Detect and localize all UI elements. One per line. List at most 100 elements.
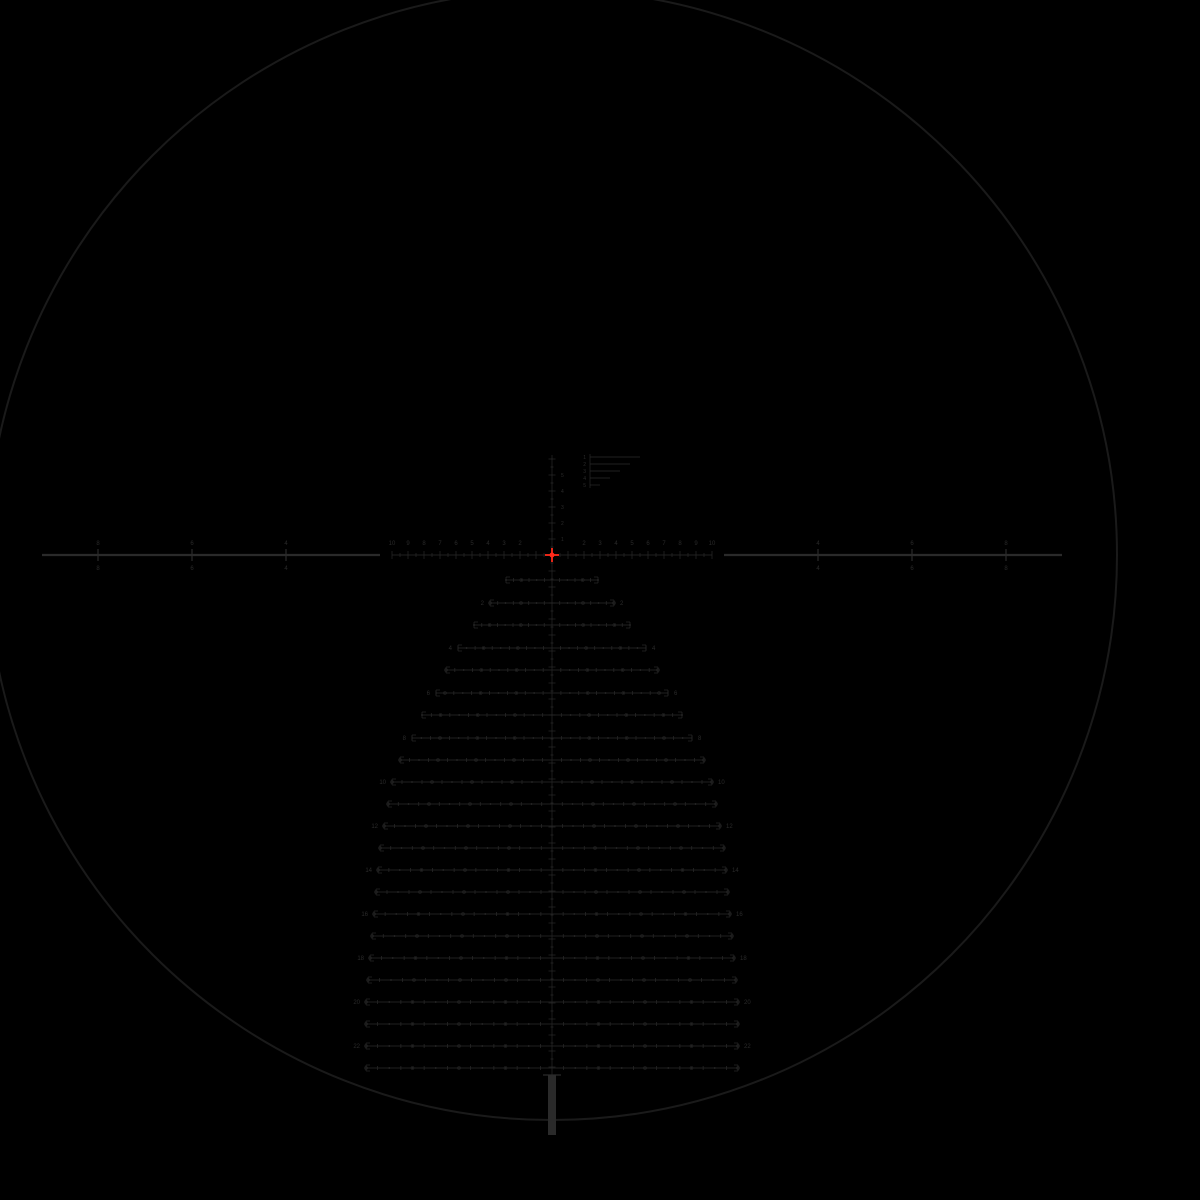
wind-dot <box>536 602 538 604</box>
wind-dot <box>681 714 683 716</box>
wind-dot <box>644 1023 646 1025</box>
wind-dot <box>598 1001 600 1003</box>
wind-dot <box>460 957 462 959</box>
wind-dot <box>571 781 573 783</box>
wind-dot <box>597 579 599 581</box>
wind-dot <box>456 759 458 761</box>
wind-dot <box>640 913 642 915</box>
wind-dot <box>689 979 691 981</box>
wind-dot <box>585 647 587 649</box>
bottom-post <box>548 1075 556 1135</box>
wind-dot <box>494 759 496 761</box>
wind-dot <box>442 869 444 871</box>
wind-dot <box>598 1023 600 1025</box>
wind-dot <box>466 647 468 649</box>
wind-dot <box>709 935 711 937</box>
wind-dot <box>566 579 568 581</box>
wind-dot <box>532 737 534 739</box>
wind-dot <box>446 825 448 827</box>
wind-dot <box>516 669 518 671</box>
wind-dot <box>627 759 629 761</box>
wind-dot <box>703 759 705 761</box>
wind-dot <box>737 1001 739 1003</box>
wind-dot <box>515 692 517 694</box>
wind-dot <box>458 1023 460 1025</box>
v-tick-label: 4 <box>561 489 564 495</box>
wind-dot <box>435 1067 437 1069</box>
wind-dot <box>643 979 645 981</box>
wind-dot <box>597 957 599 959</box>
wind-dot <box>723 847 725 849</box>
wind-dot <box>714 1045 716 1047</box>
wind-dot <box>715 803 717 805</box>
wind-dot <box>489 602 491 604</box>
wind-dot <box>528 1023 530 1025</box>
wind-dot <box>528 1045 530 1047</box>
wind-dot <box>729 913 731 915</box>
wind-dot <box>682 737 684 739</box>
wind-dot <box>388 1045 390 1047</box>
wind-dot <box>567 602 569 604</box>
wind-dot <box>663 714 665 716</box>
wind-dot <box>530 847 532 849</box>
drop-row-label: 10 <box>379 780 386 786</box>
wind-dot <box>397 891 399 893</box>
drop-row-label: 20 <box>744 1000 751 1006</box>
wind-dot <box>574 1001 576 1003</box>
wind-dot <box>481 1067 483 1069</box>
wind-dot <box>507 891 509 893</box>
wind-dot <box>412 1067 414 1069</box>
wind-dot <box>488 825 490 827</box>
wind-dot <box>534 647 536 649</box>
wind-dot <box>691 1023 693 1025</box>
wind-dot <box>589 759 591 761</box>
wind-dot <box>656 825 658 827</box>
wind-dot <box>646 759 648 761</box>
wind-dot <box>418 759 420 761</box>
wind-dot <box>691 1067 693 1069</box>
wind-dot <box>461 935 463 937</box>
wind-dot <box>616 847 618 849</box>
wind-dot <box>399 759 401 761</box>
wind-dot <box>401 847 403 849</box>
wind-dot <box>440 913 442 915</box>
wind-dot <box>439 737 441 739</box>
wind-dot <box>638 869 640 871</box>
wind-dot <box>458 1067 460 1069</box>
wind-dot <box>588 737 590 739</box>
wind-dot <box>582 624 584 626</box>
wind-dot <box>475 759 477 761</box>
wind-dot <box>408 803 410 805</box>
wind-dot <box>667 1045 669 1047</box>
wind-dot <box>567 624 569 626</box>
wind-dot <box>569 692 571 694</box>
drop-row-label: 12 <box>726 824 733 830</box>
wind-dot <box>654 803 656 805</box>
wind-dot <box>388 1023 390 1025</box>
wind-dot <box>591 781 593 783</box>
drop-row-label: 22 <box>353 1044 360 1050</box>
wind-dot <box>367 979 369 981</box>
drop-row-label: 18 <box>740 956 747 962</box>
wind-dot <box>665 957 667 959</box>
reticle-diagram: 4466884466881098765432234567891012345123… <box>0 0 1200 1200</box>
wind-dot <box>725 869 727 871</box>
wind-dot <box>621 1001 623 1003</box>
wind-dot <box>731 935 733 937</box>
wind-dot <box>473 624 475 626</box>
wind-dot <box>617 891 619 893</box>
drop-row-label: 10 <box>718 780 725 786</box>
wind-dot <box>618 913 620 915</box>
wind-dot <box>598 1045 600 1047</box>
wind-dot <box>495 714 497 716</box>
wind-dot <box>390 979 392 981</box>
wind-dot <box>719 825 721 827</box>
wind-dot <box>660 869 662 871</box>
wind-dot <box>437 759 439 761</box>
wind-dot <box>529 935 531 937</box>
wind-dot <box>505 579 507 581</box>
wind-dot <box>602 647 604 649</box>
wind-dot <box>737 1067 739 1069</box>
wind-dot <box>371 935 373 937</box>
wind-dot <box>573 891 575 893</box>
